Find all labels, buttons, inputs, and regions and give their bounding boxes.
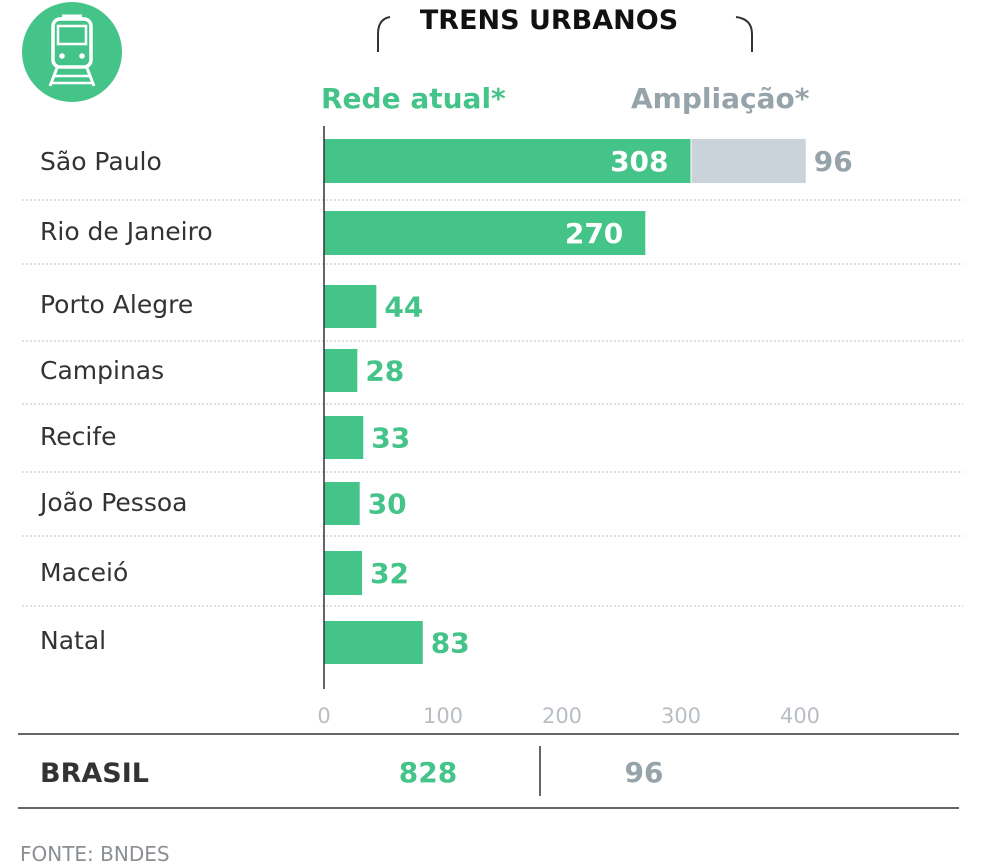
bar-current [324, 416, 364, 459]
category-label: Recife [40, 422, 117, 451]
value-label-current: 32 [370, 557, 409, 590]
totals-label: BRASIL [40, 758, 149, 789]
bar-current [324, 349, 358, 392]
legend-current: Rede atual* [321, 82, 506, 115]
chart-title: TRENS URBANOS [420, 5, 678, 36]
bar-current [324, 211, 646, 255]
bar-current [324, 551, 363, 595]
value-label-current: 44 [384, 291, 423, 324]
value-label-expansion: 96 [814, 145, 853, 178]
title-bracket-left [377, 16, 391, 52]
x-tick-label: 100 [423, 704, 463, 728]
totals-expansion: 96 [625, 756, 664, 789]
value-label-current: 28 [365, 355, 404, 388]
x-tick-label: 400 [780, 704, 820, 728]
x-tick-label: 0 [317, 704, 330, 728]
bar-current [324, 139, 691, 183]
category-label: Rio de Janeiro [40, 217, 213, 246]
bar-current [324, 482, 360, 525]
train-icon [22, 2, 122, 102]
source-note: FONTE: BNDES [20, 842, 170, 866]
bar-current [324, 621, 423, 664]
x-tick-label: 300 [661, 704, 701, 728]
category-label: Porto Alegre [40, 290, 193, 319]
bar-expansion [691, 139, 806, 183]
value-label-current: 30 [368, 488, 407, 521]
category-label: Natal [40, 626, 106, 655]
legend-expansion: Ampliação* [631, 82, 810, 115]
value-label-current: 33 [371, 422, 410, 455]
category-label: Campinas [40, 356, 164, 385]
value-label-current: 308 [610, 145, 668, 178]
value-label-current: 83 [431, 627, 470, 660]
category-label: Maceió [40, 558, 128, 587]
category-label: João Pessoa [38, 488, 187, 517]
x-tick-label: 200 [542, 704, 582, 728]
totals-current: 828 [399, 756, 457, 789]
category-label: São Paulo [40, 147, 162, 176]
title-bracket-right [735, 16, 753, 52]
value-label-current: 270 [565, 217, 623, 250]
bar-current [324, 285, 377, 328]
